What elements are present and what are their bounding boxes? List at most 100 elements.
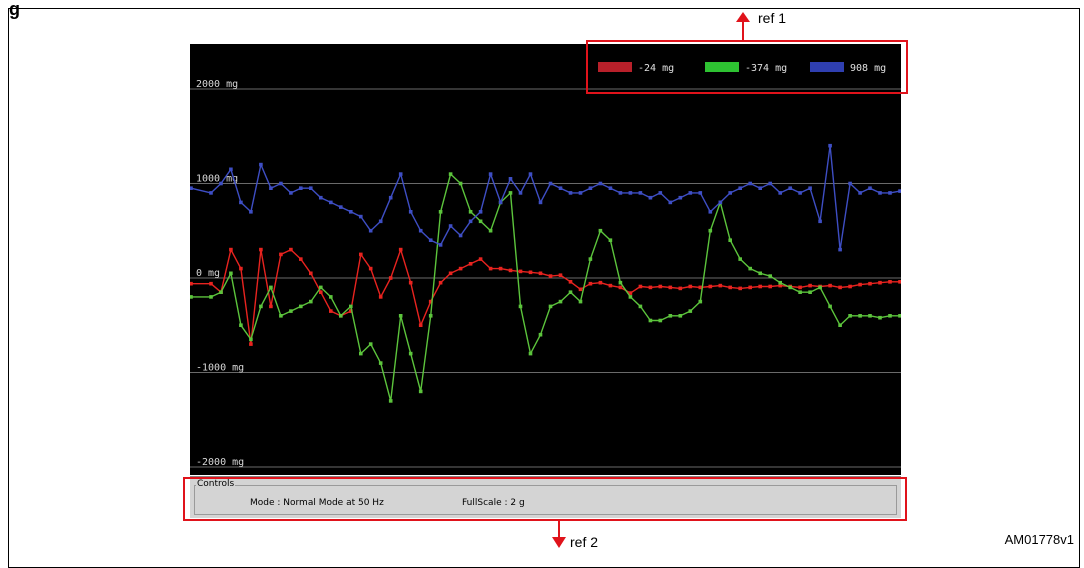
series-2-point-20	[398, 172, 403, 176]
figure-code: AM01778v1	[1004, 532, 1074, 547]
ref1-arrow-head	[736, 12, 750, 22]
series-0-point-15	[349, 309, 353, 313]
series-1-point-0	[190, 295, 193, 299]
series-0-point-34	[538, 271, 543, 276]
series-1-point-27	[468, 210, 473, 214]
ref1-arrow-line	[742, 20, 744, 40]
series-2-point-2	[219, 181, 223, 186]
series-1-point-23	[428, 314, 433, 318]
series-0-point-27	[468, 262, 473, 266]
series-1-point-50	[698, 299, 703, 304]
series-1-point-39	[588, 257, 593, 261]
series-2-point-7	[269, 186, 273, 190]
series-1-point-65	[848, 314, 852, 318]
series-0-point-37	[568, 280, 573, 284]
series-2-point-56	[758, 186, 762, 190]
series-2-point-46	[658, 191, 663, 195]
y-tick-label-3: -1000 mg	[196, 363, 244, 374]
series-0-point-65	[848, 284, 852, 289]
series-1-point-67	[868, 314, 872, 318]
series-2-point-0	[190, 186, 193, 190]
series-1-point-64	[838, 323, 842, 327]
series-2-point-61	[808, 186, 812, 190]
series-1-point-21	[408, 351, 413, 356]
series-1-point-69	[888, 314, 892, 318]
series-2-point-42	[618, 191, 623, 195]
series-1-point-60	[798, 290, 802, 294]
series-0-point-10	[299, 257, 303, 261]
series-1-point-61	[808, 290, 812, 294]
series-1-point-37	[568, 290, 573, 294]
series-0-point-63	[828, 283, 832, 288]
series-2-point-12	[319, 195, 323, 200]
series-2-point-69	[888, 191, 892, 195]
series-0-point-60	[798, 285, 802, 290]
series-2-point-29	[488, 172, 493, 176]
series-1-point-38	[578, 299, 583, 304]
series-2-point-49	[688, 191, 693, 195]
series-1-point-35	[548, 304, 553, 309]
series-0-point-50	[698, 285, 703, 290]
y-tick-label-2: 0 mg	[196, 268, 220, 279]
series-2-point-10	[299, 186, 303, 190]
series-0-point-29	[488, 266, 493, 271]
legend-layer: -24 mg -374 mg 908 mg	[598, 62, 886, 74]
series-1-point-63	[828, 304, 832, 309]
series-0-point-4	[239, 266, 243, 271]
controls-groupbox	[194, 485, 897, 515]
series-2-point-52	[718, 200, 723, 205]
series-0-point-47	[668, 285, 673, 290]
controls-group-label: Controls	[196, 479, 236, 489]
series-2-point-28	[478, 210, 483, 214]
series-2-point-60	[798, 191, 802, 195]
series-1-point-11	[309, 299, 313, 304]
series-2-point-38	[578, 191, 583, 195]
series-0-point-64	[838, 285, 842, 290]
series-0-point-49	[688, 284, 693, 289]
series-0-point-61	[808, 283, 812, 288]
series-2-point-47	[668, 200, 673, 205]
chart-svg: 2000 mg 1000 mg 0 mg -1000 mg -2000 mg -24 m…	[190, 62, 901, 468]
series-2-point-4	[239, 200, 243, 205]
series-2-point-55	[748, 181, 752, 186]
series-0-point-12	[319, 290, 323, 294]
series-2-point-9	[289, 191, 293, 195]
series-0-point-55	[748, 285, 752, 290]
series-1-point-10	[299, 304, 303, 309]
series-1-point-9	[289, 309, 293, 313]
series-1-point-16	[359, 351, 363, 356]
series-1-point-3	[229, 271, 233, 276]
series-0-point-1	[209, 281, 213, 286]
series-0-point-18	[378, 295, 383, 299]
series-0-point-36	[558, 273, 563, 277]
series-0-point-13	[329, 309, 333, 313]
series-2-point-33	[528, 172, 533, 176]
series-2-point-51	[708, 210, 713, 214]
series-1-point-12	[319, 285, 323, 290]
series-2-point-18	[378, 219, 383, 224]
series-2-point-37	[568, 191, 573, 195]
series-2-point-30	[498, 200, 503, 205]
series-0-point-41	[608, 283, 613, 288]
series-0-point-8	[279, 252, 283, 257]
series-0-point-44	[638, 284, 643, 289]
series-2-point-50	[698, 191, 703, 195]
series-1-point-24	[438, 210, 443, 214]
series-0-point-40	[598, 280, 603, 285]
ref2-highlight-box	[183, 477, 907, 521]
series-2-point-1	[209, 191, 213, 195]
series-0-point-53	[728, 285, 732, 290]
series-1-point-22	[418, 389, 423, 394]
ref1-highlight-box	[586, 40, 908, 94]
series-1-point-66	[858, 314, 862, 318]
series-0-point-24	[438, 280, 443, 285]
series-2-point-40	[598, 181, 603, 186]
y-tick-label-1: 1000 mg	[196, 174, 238, 185]
series-0-point-3	[229, 247, 233, 252]
series-1-point-40	[598, 228, 603, 233]
series-0-point-51	[708, 284, 713, 289]
accelerometer-plot: 2000 mg 1000 mg 0 mg -1000 mg -2000 mg -24 m…	[190, 44, 901, 475]
y-tick-label-0: 2000 mg	[196, 79, 238, 90]
series-0-point-52	[718, 283, 723, 288]
series-1-point-26	[458, 181, 463, 186]
